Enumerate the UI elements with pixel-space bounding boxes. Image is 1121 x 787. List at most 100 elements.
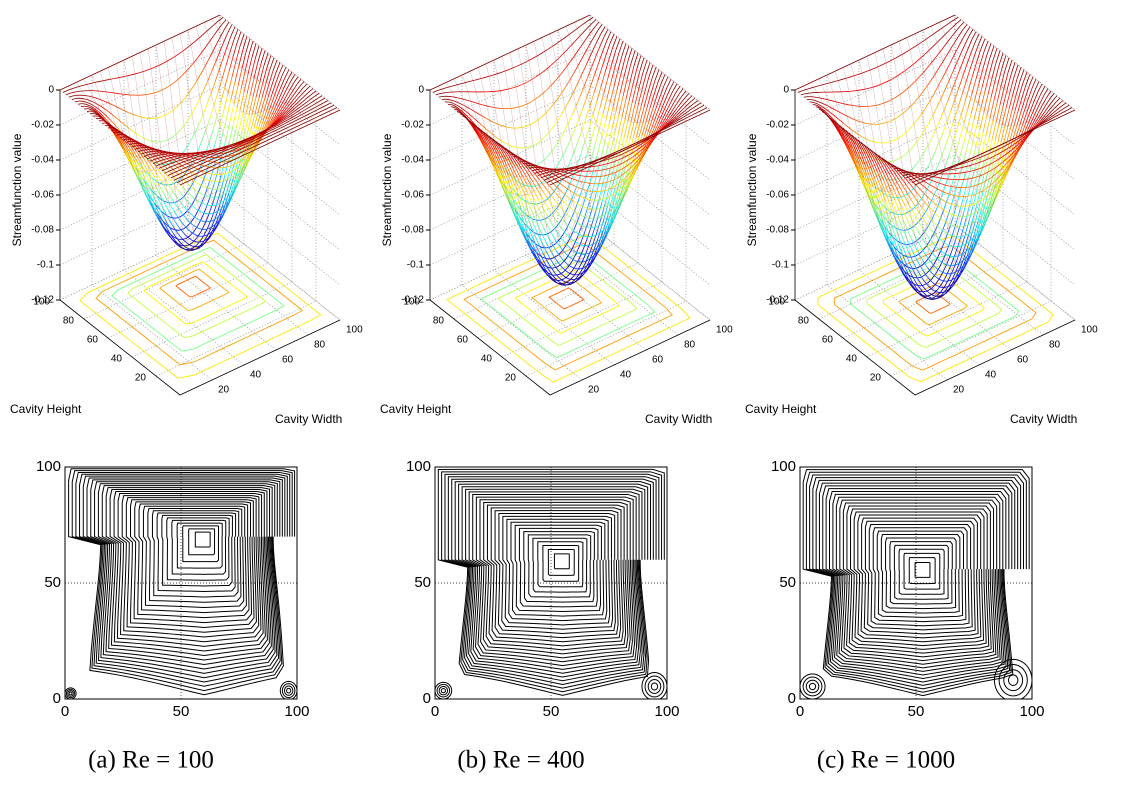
surface-mesh: [528, 167, 534, 169]
floor-contour: [95, 239, 304, 366]
surface-mesh: [183, 180, 189, 184]
surface-mesh: [970, 235, 976, 241]
surface-mesh: [998, 176, 1004, 183]
surface-mesh: [929, 93, 935, 101]
surface-mesh: [549, 277, 555, 282]
surface-mesh: [66, 88, 72, 92]
surface-mesh: [920, 129, 926, 137]
surface-mesh: [911, 209, 917, 218]
surface-mesh: [181, 178, 187, 183]
surface-mesh: [947, 35, 953, 42]
surface-mesh: [247, 57, 253, 75]
surface-mesh: [520, 62, 526, 65]
surface-mesh: [233, 29, 239, 40]
surface-mesh: [565, 277, 571, 280]
surface-mesh: [245, 140, 251, 144]
surface-mesh: [937, 188, 943, 192]
surface-mesh: [143, 154, 149, 157]
surface-mesh: [272, 59, 278, 71]
surface-mesh: [176, 231, 182, 238]
surface-mesh: [910, 199, 916, 207]
surface-mesh: [208, 129, 214, 143]
surface-mesh: [1015, 80, 1021, 96]
surface-mesh: [96, 97, 102, 101]
surface-mesh: [530, 225, 536, 236]
surface-mesh: [122, 140, 128, 148]
grid-line: [794, 154, 1076, 251]
surface-mesh: [631, 86, 637, 104]
surface-mesh: [964, 221, 970, 236]
x-tick-label: 100: [284, 703, 309, 720]
surface-mesh: [554, 76, 560, 82]
surface-mesh: [929, 260, 935, 267]
streamline: [71, 470, 293, 692]
surface-mesh: [956, 115, 962, 130]
surface-mesh: [152, 187, 158, 197]
surface-mesh: [888, 160, 894, 163]
surface-mesh: [271, 72, 277, 85]
surface-mesh: [859, 166, 865, 178]
surface-mesh: [144, 171, 150, 181]
surface-mesh: [163, 139, 169, 142]
surface-mesh: [248, 96, 254, 115]
surface-mesh: [517, 185, 523, 196]
surface-mesh: [1031, 78, 1037, 89]
surface-mesh: [240, 71, 246, 90]
surface-mesh: [274, 104, 280, 113]
surface-mesh: [608, 220, 614, 228]
surface-mesh: [542, 217, 548, 226]
surface-mesh: [997, 67, 1003, 84]
surface-mesh: [201, 129, 207, 141]
surface-mesh: [858, 57, 864, 61]
surface-mesh: [617, 174, 623, 178]
z-tick-label: -0.08: [401, 225, 424, 236]
surface-mesh: [846, 144, 852, 155]
surface-mesh: [998, 52, 1004, 66]
surface-mesh: [533, 224, 539, 235]
surface-mesh: [852, 137, 858, 146]
surface-mesh: [510, 175, 516, 186]
surface-mesh: [922, 290, 928, 293]
surface-mesh: [247, 114, 253, 131]
surface-mesh: [947, 255, 953, 257]
surface-mesh: [604, 124, 610, 142]
surface-mesh: [226, 99, 232, 117]
surface-mesh: [197, 245, 203, 249]
surface-mesh: [867, 188, 873, 201]
surface-mesh: [634, 141, 640, 144]
surface-mesh: [435, 93, 441, 96]
surface-mesh: [885, 201, 891, 214]
surface-mesh: [226, 171, 232, 174]
surface-mesh: [59, 87, 65, 91]
surface-mesh: [681, 109, 687, 114]
surface-mesh: [643, 143, 649, 149]
surface-mesh: [833, 115, 839, 120]
surface-mesh: [216, 188, 222, 190]
surface-mesh: [868, 86, 874, 89]
surface-mesh: [600, 175, 606, 177]
surface-mesh: [940, 218, 946, 222]
surface-mesh: [682, 104, 688, 110]
surface-mesh: [636, 106, 642, 123]
surface-mesh: [227, 77, 233, 94]
surface-mesh: [950, 98, 956, 111]
surface-mesh: [523, 81, 529, 84]
surface-mesh: [615, 93, 621, 112]
surface-mesh: [972, 124, 978, 142]
surface-mesh: [505, 52, 511, 55]
surface-mesh: [189, 157, 195, 160]
surface-mesh: [217, 78, 223, 93]
streamline: [465, 488, 643, 667]
surface-mesh: [273, 123, 279, 127]
floor-contour: [514, 269, 620, 334]
surface-mesh: [942, 18, 948, 21]
surface-mesh: [639, 57, 645, 71]
surface-mesh: [568, 272, 574, 276]
surface-mesh: [550, 194, 556, 201]
surface-mesh: [296, 111, 302, 115]
surface-mesh: [904, 150, 910, 156]
surface-mesh: [837, 118, 843, 123]
surface-mesh: [439, 92, 445, 94]
surface-mesh: [912, 187, 918, 194]
surface-mesh: [196, 218, 202, 222]
